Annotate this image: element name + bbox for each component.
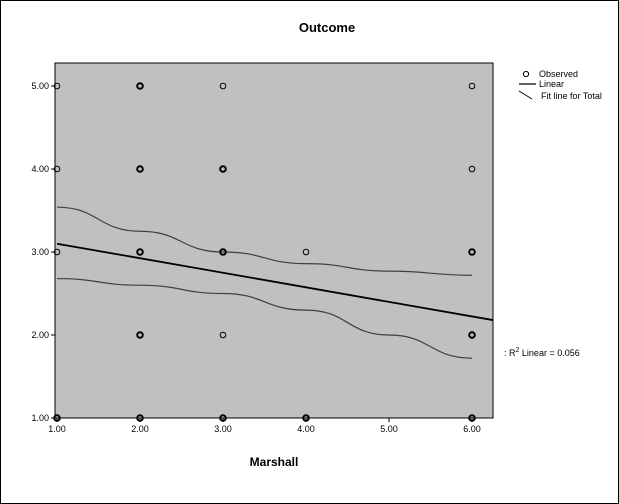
- fit-band-layer: [56, 206, 473, 359]
- linear-fit-layer: [56, 242, 493, 321]
- legend-fit-swatch: [518, 90, 533, 100]
- x-axis-label: Marshall: [250, 455, 299, 469]
- observed-point: [136, 82, 144, 90]
- fit-band-lower-curve: [56, 277, 473, 359]
- y-tick-label: 2.00: [31, 330, 49, 340]
- observed-point: [219, 248, 227, 256]
- x-tick-label: 4.00: [297, 424, 315, 434]
- observed-point: [468, 82, 476, 90]
- r-squared-annotation: : R2 Linear = 0.056: [504, 347, 580, 358]
- x-tick-label: 1.00: [48, 424, 66, 434]
- y-tick-label: 4.00: [31, 164, 49, 174]
- legend-observed-label: Observed: [539, 69, 578, 79]
- observed-point: [219, 331, 227, 339]
- observed-point: [136, 248, 144, 256]
- observed-point: [302, 248, 310, 256]
- chart-title: Outcome: [299, 20, 355, 35]
- x-tick-label: 5.00: [380, 424, 398, 434]
- y-tick-label: 3.00: [31, 247, 49, 257]
- y-axis: 1.00 2.00 3.00 4.00 5.00: [31, 81, 55, 423]
- plot-area: [54, 62, 494, 419]
- observed-point: [136, 165, 144, 173]
- x-axis: 1.00 2.00 3.00 4.00 5.00 6.00: [48, 418, 481, 434]
- x-tick-label: 6.00: [463, 424, 481, 434]
- linear-fit-line: [56, 242, 493, 321]
- legend-observed-marker: [522, 70, 530, 78]
- observed-point: [468, 248, 476, 256]
- legend: Observed Linear Fit line for Total: [518, 69, 602, 101]
- y-tick-label: 5.00: [31, 81, 49, 91]
- observed-point: [468, 331, 476, 339]
- x-tick-label: 3.00: [214, 424, 232, 434]
- legend-linear-label: Linear: [539, 79, 564, 89]
- observed-point: [136, 331, 144, 339]
- observed-point: [468, 165, 476, 173]
- observed-point: [219, 82, 227, 90]
- fit-band-upper-curve: [56, 206, 473, 276]
- observed-point: [219, 165, 227, 173]
- legend-fit-label: Fit line for Total: [541, 91, 602, 101]
- y-tick-label: 1.00: [31, 413, 49, 423]
- x-tick-label: 2.00: [131, 424, 149, 434]
